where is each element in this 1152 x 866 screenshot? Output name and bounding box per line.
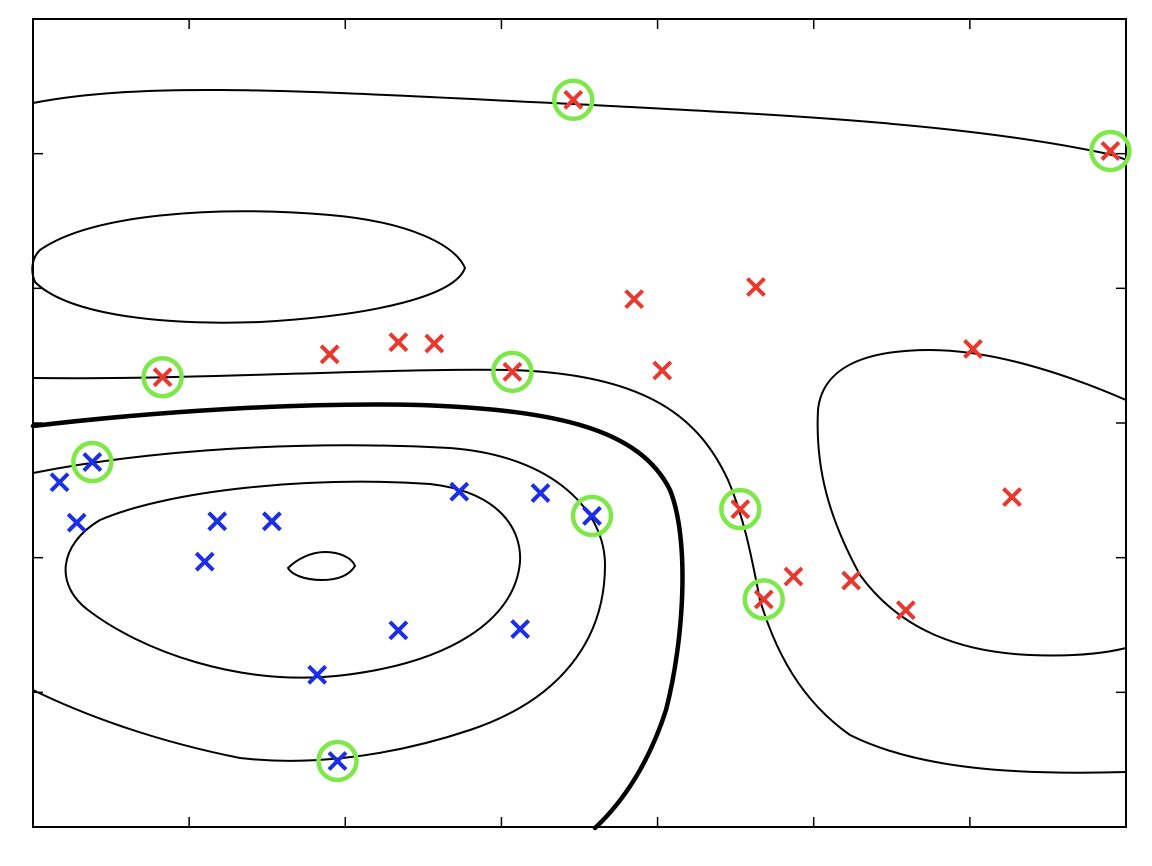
point-negative-5 [66,512,87,533]
point-negative-0 [82,452,103,472]
point-positive-6 [424,333,445,354]
x-axis-ticks [188,19,971,827]
decision-boundary [30,402,685,831]
point-negative-9 [388,620,409,641]
contour-inner-loop [64,480,522,679]
contour-lines [30,88,1127,831]
support-vector-ring-negative-0 [71,440,114,484]
y-axis-ticks [33,152,1126,694]
support-vector-ring-negative-12 [316,739,359,783]
point-positive-2 [624,289,645,310]
support-vector-rings [71,78,1132,783]
point-negative-8 [194,551,215,572]
contour-right-loop [816,349,1127,657]
point-positive-1 [1100,141,1121,161]
point-positive-7 [152,367,173,388]
support-vector-ring-positive-0 [552,78,595,122]
support-vector-ring-positive-8 [491,350,534,394]
point-negative-3 [530,483,551,503]
point-positive-8 [502,361,523,382]
point-negative-1 [49,472,70,493]
point-negative-2 [449,481,470,502]
point-positive-13 [783,566,804,587]
support-vector-ring-positive-7 [141,355,184,399]
contour-middle [32,368,1127,774]
data-points [49,89,1121,771]
support-vector-ring-positive-15 [742,578,785,621]
contour-upper-left-ellipse [31,210,466,324]
contour-lower-band [32,444,606,762]
point-negative-12 [327,751,348,771]
point-negative-7 [261,511,282,532]
support-vector-ring-positive-11 [719,487,762,531]
point-positive-15 [753,589,774,610]
contour-small-loop [287,551,356,581]
point-positive-3 [746,277,766,297]
contour-upper [32,88,1127,161]
support-vector-ring-negative-4 [570,494,614,538]
point-negative-6 [207,511,228,532]
support-vector-ring-positive-1 [1089,129,1132,173]
point-positive-4 [319,344,340,365]
point-negative-11 [307,664,328,685]
point-positive-9 [652,360,673,381]
point-positive-12 [1002,487,1022,507]
point-positive-5 [388,332,409,353]
point-positive-0 [563,89,584,110]
point-positive-14 [841,570,862,591]
point-positive-10 [963,339,983,359]
point-negative-4 [582,506,602,526]
point-positive-16 [895,600,916,621]
point-positive-11 [730,499,751,520]
point-negative-10 [510,619,531,639]
